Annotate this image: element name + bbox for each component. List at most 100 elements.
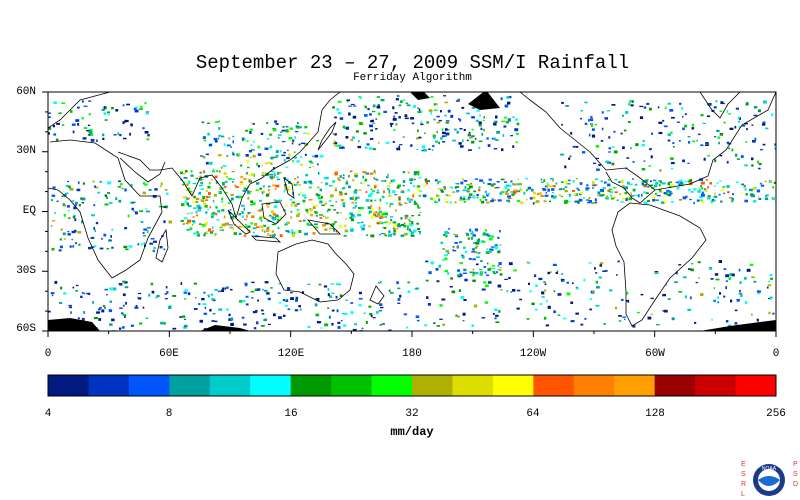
rain-cells: [48, 95, 776, 331]
rain-cell: [592, 162, 597, 164]
rain-cell: [271, 223, 276, 226]
rain-cell: [103, 112, 107, 115]
rain-cell: [243, 234, 247, 238]
rain-cell: [506, 96, 510, 99]
rain-cell: [269, 234, 272, 237]
rain-cell: [245, 295, 249, 298]
rain-cell: [417, 107, 419, 109]
rain-cell: [314, 154, 319, 158]
rain-cell: [663, 309, 668, 313]
rain-cell: [136, 296, 139, 298]
rain-cell: [499, 192, 503, 195]
rain-cell: [354, 204, 357, 208]
rain-cell: [456, 190, 460, 192]
rain-cell: [208, 182, 211, 185]
rain-cell: [380, 221, 384, 225]
rain-cell: [612, 196, 617, 199]
rain-cell: [689, 198, 692, 201]
rain-cell: [512, 145, 515, 148]
rain-cell: [534, 308, 538, 311]
rain-cell: [471, 128, 474, 131]
rain-cell: [172, 327, 177, 330]
rain-cell: [283, 151, 286, 154]
rain-cell: [678, 291, 683, 293]
rain-cell: [261, 313, 265, 315]
rain-cell: [441, 298, 446, 301]
rain-cell: [63, 292, 67, 295]
rain-cell: [490, 246, 495, 248]
rain-cell: [556, 270, 559, 272]
rain-cell: [63, 238, 66, 240]
rain-cell: [592, 187, 595, 189]
rain-cell: [353, 190, 358, 194]
colorbar-swatch: [452, 375, 494, 396]
rain-cell: [668, 185, 672, 188]
rain-cell: [368, 210, 372, 213]
rain-cell: [270, 146, 273, 148]
rain-cell: [363, 132, 367, 135]
rain-cell: [478, 186, 481, 189]
rain-cell: [297, 176, 299, 178]
rain-cell: [275, 150, 279, 153]
rain-cell: [128, 245, 133, 248]
rain-cell: [349, 197, 354, 200]
rain-cell: [72, 286, 75, 289]
rain-cell: [443, 95, 447, 97]
rain-cell: [268, 323, 271, 325]
rain-cell: [313, 206, 316, 209]
rain-cell: [455, 186, 460, 188]
rain-cell: [224, 185, 227, 188]
rain-cell: [222, 182, 225, 185]
lon-label-60e: 60E: [159, 348, 179, 360]
rain-cell: [485, 233, 489, 236]
rain-cell: [662, 196, 666, 199]
rain-cell: [245, 283, 248, 287]
rain-cell: [493, 137, 496, 140]
rain-cell: [91, 214, 95, 217]
rain-cell: [737, 120, 741, 123]
rain-cell: [122, 293, 126, 297]
rain-cell: [316, 140, 320, 142]
rain-cell: [344, 224, 347, 228]
rain-cell: [458, 289, 461, 292]
rain-cell: [499, 289, 503, 291]
rain-cell: [394, 224, 397, 227]
rain-cell: [658, 131, 663, 135]
rain-cell: [189, 222, 191, 224]
rain-cell: [447, 232, 450, 234]
rain-cell: [291, 234, 295, 238]
rain-cell: [584, 122, 588, 125]
rain-cell: [540, 181, 544, 183]
africa-coast: [48, 139, 163, 279]
rain-cell: [516, 200, 521, 202]
rain-cell: [205, 231, 208, 234]
rain-cell: [198, 191, 201, 194]
rain-cell: [440, 190, 444, 193]
rain-cell: [661, 201, 665, 204]
rain-cell: [400, 234, 405, 237]
rain-cell: [251, 122, 253, 125]
rain-cell: [315, 211, 318, 214]
rain-cell: [266, 138, 270, 140]
rain-cell: [517, 190, 521, 193]
rain-cell: [247, 196, 250, 200]
rain-cell: [399, 100, 402, 103]
rain-cell: [478, 146, 481, 149]
rain-cell: [584, 317, 587, 320]
rain-cell: [482, 232, 486, 235]
rain-cell: [424, 324, 428, 327]
rain-cell: [380, 232, 385, 235]
rain-cell: [119, 307, 123, 309]
rain-cell: [147, 134, 150, 137]
rain-cell: [549, 200, 552, 203]
rain-cell: [263, 224, 266, 227]
rain-cell: [345, 181, 349, 185]
rain-cell: [754, 137, 757, 141]
rain-cell: [202, 170, 206, 174]
rain-cell: [76, 188, 81, 192]
rain-cell: [376, 192, 380, 194]
rain-cell: [348, 185, 351, 189]
rain-cell: [104, 119, 108, 121]
rain-cell: [318, 283, 322, 286]
rain-cell: [466, 183, 470, 186]
